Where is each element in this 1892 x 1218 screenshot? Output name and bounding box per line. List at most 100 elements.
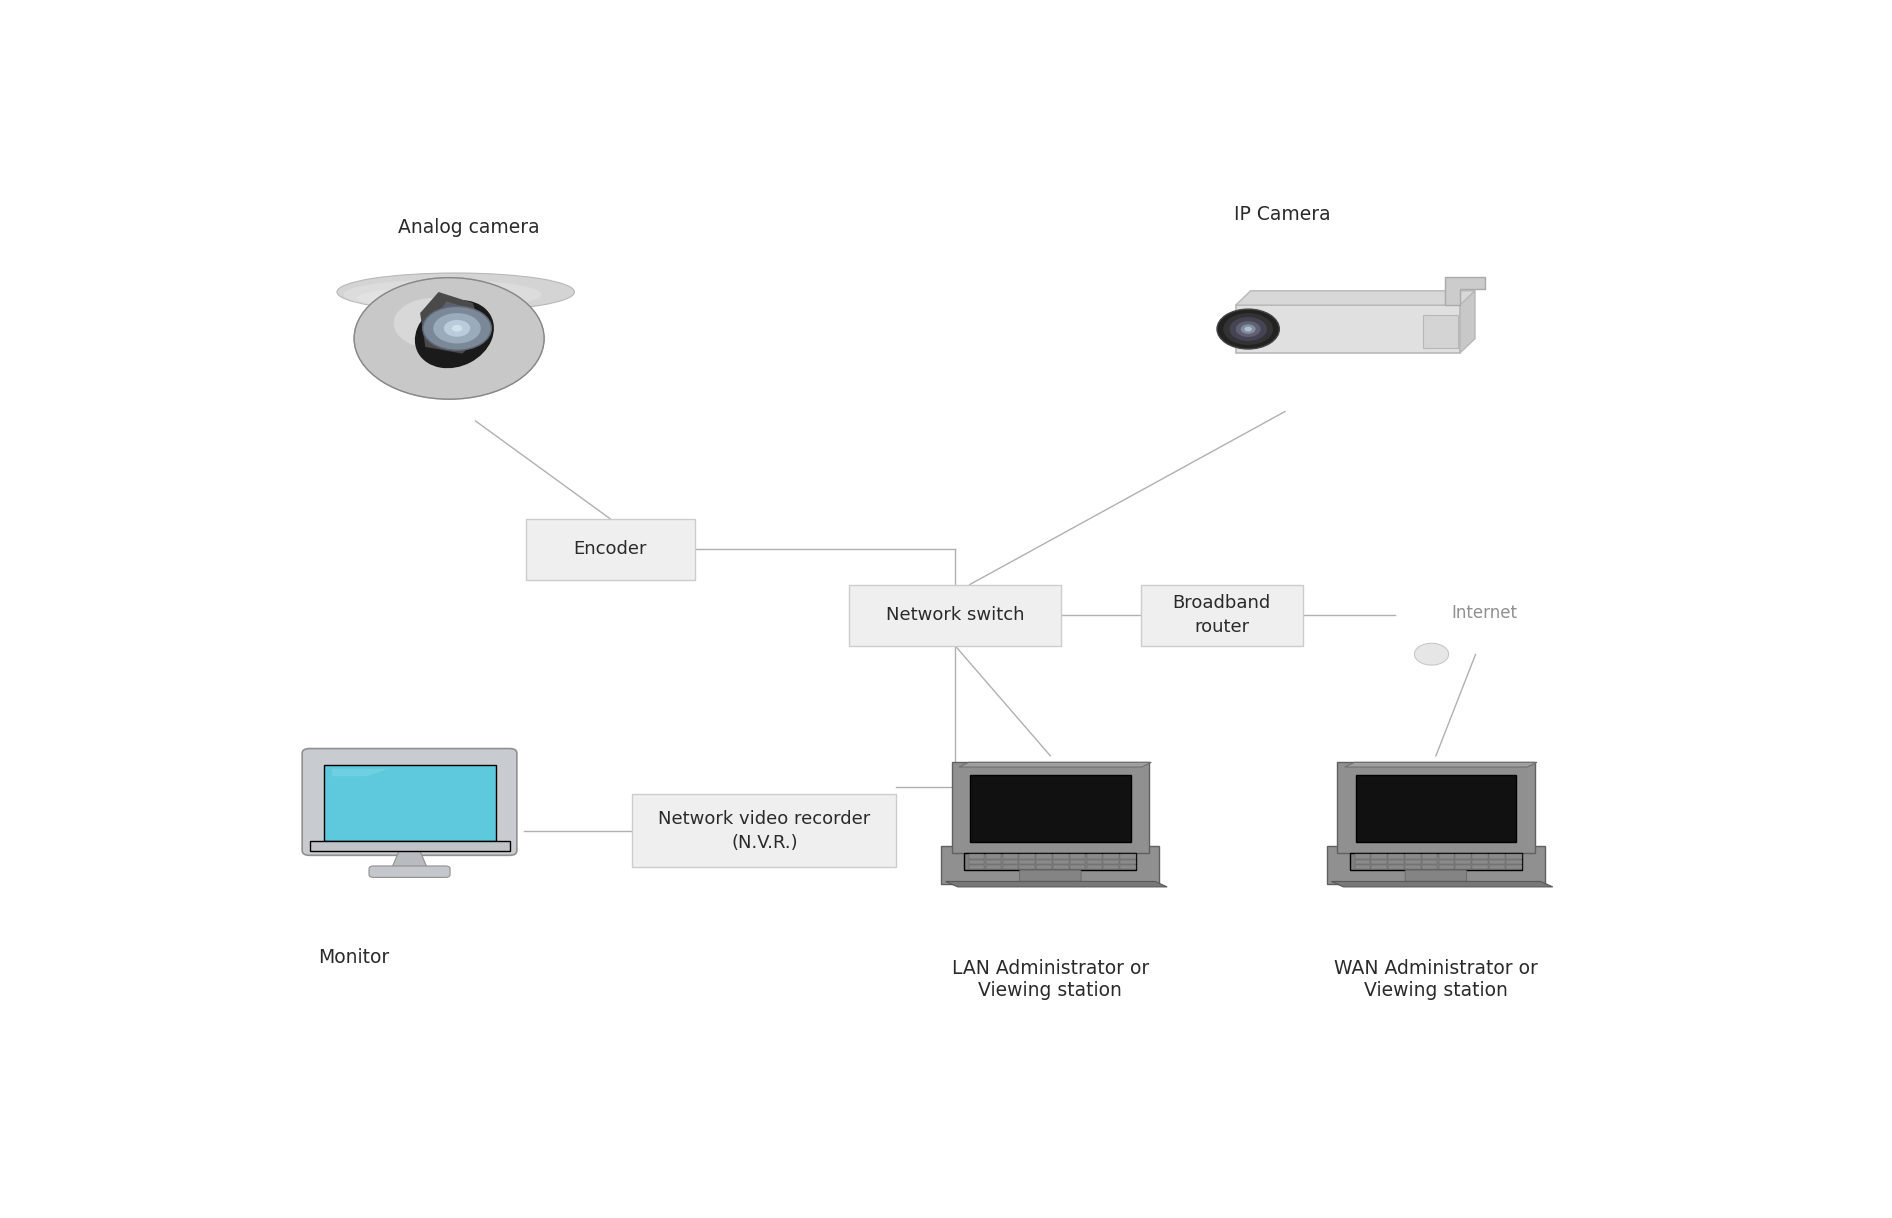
FancyBboxPatch shape — [1020, 860, 1035, 864]
FancyBboxPatch shape — [1003, 865, 1018, 870]
FancyBboxPatch shape — [1086, 865, 1103, 870]
FancyBboxPatch shape — [1406, 865, 1421, 870]
FancyBboxPatch shape — [632, 794, 897, 867]
Text: Encoder: Encoder — [573, 541, 647, 558]
Polygon shape — [1445, 278, 1485, 306]
Polygon shape — [1345, 762, 1536, 767]
FancyBboxPatch shape — [1438, 860, 1455, 864]
Text: LAN Administrator or
Viewing station: LAN Administrator or Viewing station — [952, 959, 1148, 1000]
FancyBboxPatch shape — [1389, 865, 1404, 870]
Circle shape — [433, 313, 481, 343]
FancyBboxPatch shape — [369, 866, 450, 877]
Ellipse shape — [414, 300, 494, 368]
Text: Network switch: Network switch — [885, 607, 1024, 624]
FancyBboxPatch shape — [1069, 860, 1086, 864]
FancyBboxPatch shape — [1120, 860, 1135, 864]
FancyBboxPatch shape — [324, 765, 496, 840]
Ellipse shape — [358, 287, 515, 308]
Polygon shape — [392, 850, 428, 868]
Polygon shape — [1461, 291, 1476, 353]
FancyBboxPatch shape — [1406, 870, 1466, 881]
FancyBboxPatch shape — [1103, 865, 1118, 870]
FancyBboxPatch shape — [1506, 865, 1521, 870]
FancyBboxPatch shape — [986, 865, 1001, 870]
Circle shape — [1705, 789, 1729, 805]
Circle shape — [1245, 326, 1253, 331]
FancyBboxPatch shape — [1069, 855, 1086, 859]
FancyBboxPatch shape — [1389, 860, 1404, 864]
FancyBboxPatch shape — [1421, 865, 1438, 870]
FancyBboxPatch shape — [1003, 860, 1018, 864]
FancyBboxPatch shape — [1103, 860, 1118, 864]
FancyBboxPatch shape — [303, 749, 517, 855]
FancyBboxPatch shape — [1338, 762, 1534, 854]
FancyBboxPatch shape — [310, 840, 509, 850]
FancyBboxPatch shape — [1489, 860, 1504, 864]
FancyBboxPatch shape — [1438, 865, 1455, 870]
FancyBboxPatch shape — [986, 860, 1001, 864]
FancyBboxPatch shape — [1472, 855, 1487, 859]
FancyBboxPatch shape — [1506, 855, 1521, 859]
FancyBboxPatch shape — [1389, 855, 1404, 859]
Circle shape — [445, 320, 471, 336]
Text: Network video recorder
(N.V.R.): Network video recorder (N.V.R.) — [658, 810, 870, 851]
Polygon shape — [959, 762, 1152, 767]
FancyBboxPatch shape — [1037, 865, 1052, 870]
FancyBboxPatch shape — [850, 585, 1061, 646]
FancyBboxPatch shape — [1020, 865, 1035, 870]
FancyBboxPatch shape — [1037, 855, 1052, 859]
FancyBboxPatch shape — [1372, 865, 1387, 870]
FancyBboxPatch shape — [986, 855, 1001, 859]
Circle shape — [1217, 309, 1279, 350]
FancyBboxPatch shape — [1438, 855, 1455, 859]
Polygon shape — [946, 882, 1167, 887]
FancyBboxPatch shape — [969, 860, 984, 864]
FancyBboxPatch shape — [1037, 860, 1052, 864]
FancyBboxPatch shape — [969, 855, 984, 859]
Circle shape — [422, 307, 492, 351]
FancyBboxPatch shape — [969, 865, 984, 870]
FancyBboxPatch shape — [1003, 855, 1018, 859]
FancyBboxPatch shape — [1103, 855, 1118, 859]
Circle shape — [1235, 322, 1260, 337]
Text: IP Camera: IP Camera — [1234, 205, 1330, 224]
FancyBboxPatch shape — [526, 519, 694, 580]
FancyBboxPatch shape — [1086, 860, 1103, 864]
FancyBboxPatch shape — [940, 847, 1160, 884]
FancyBboxPatch shape — [1455, 855, 1472, 859]
FancyBboxPatch shape — [1020, 855, 1035, 859]
Text: Internet: Internet — [1451, 604, 1517, 622]
Text: Broadband
router: Broadband router — [1173, 594, 1271, 636]
FancyBboxPatch shape — [1086, 855, 1103, 859]
FancyBboxPatch shape — [971, 775, 1131, 842]
Polygon shape — [1332, 882, 1553, 887]
Text: WAN Administrator or
Viewing station: WAN Administrator or Viewing station — [1334, 959, 1538, 1000]
FancyBboxPatch shape — [1351, 853, 1521, 870]
FancyBboxPatch shape — [1406, 855, 1421, 859]
Text: Analog camera: Analog camera — [397, 218, 539, 238]
FancyBboxPatch shape — [1355, 855, 1370, 859]
Circle shape — [1415, 643, 1449, 665]
FancyBboxPatch shape — [1326, 847, 1546, 884]
Text: Monitor: Monitor — [318, 948, 390, 967]
Circle shape — [452, 325, 462, 331]
FancyBboxPatch shape — [1069, 865, 1086, 870]
Circle shape — [1224, 313, 1273, 345]
FancyBboxPatch shape — [1423, 314, 1457, 348]
FancyBboxPatch shape — [1020, 870, 1080, 881]
Circle shape — [354, 278, 545, 400]
FancyBboxPatch shape — [1455, 860, 1472, 864]
FancyBboxPatch shape — [1355, 860, 1370, 864]
FancyBboxPatch shape — [952, 762, 1148, 854]
FancyBboxPatch shape — [1141, 585, 1302, 646]
FancyBboxPatch shape — [1372, 860, 1387, 864]
Ellipse shape — [344, 280, 541, 309]
FancyBboxPatch shape — [1120, 855, 1135, 859]
FancyBboxPatch shape — [1372, 855, 1387, 859]
Ellipse shape — [337, 273, 575, 311]
Polygon shape — [333, 769, 390, 776]
FancyBboxPatch shape — [1054, 855, 1069, 859]
Polygon shape — [433, 301, 473, 345]
FancyBboxPatch shape — [1054, 865, 1069, 870]
FancyBboxPatch shape — [1489, 865, 1504, 870]
